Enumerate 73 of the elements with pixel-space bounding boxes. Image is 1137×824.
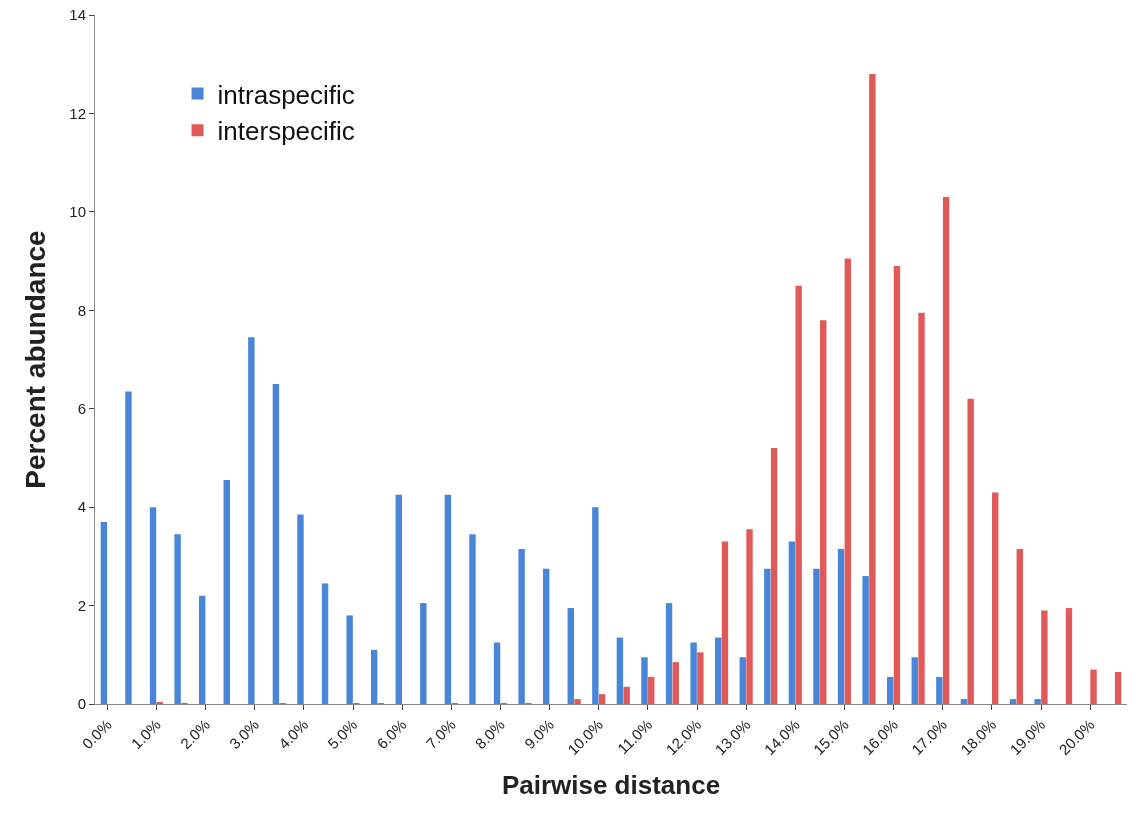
bar (100, 521, 108, 704)
bar (598, 694, 606, 704)
bar (223, 480, 230, 704)
bar (1034, 699, 1041, 704)
bar (992, 492, 999, 704)
bar (641, 657, 648, 704)
bar (1041, 610, 1048, 704)
bar (623, 686, 630, 704)
bar (1009, 699, 1017, 704)
y-tick-label: 6 (77, 399, 86, 417)
bar (248, 337, 255, 704)
bar (788, 541, 796, 704)
bar (844, 258, 852, 704)
bar (518, 548, 525, 704)
bar (420, 603, 427, 704)
bar (764, 568, 771, 704)
bar (493, 642, 501, 704)
bar (346, 615, 353, 704)
bar (149, 507, 157, 704)
y-tick-label: 2 (77, 596, 86, 614)
bar (665, 603, 673, 704)
bar (672, 662, 680, 704)
bar (592, 507, 599, 704)
bar (321, 583, 329, 704)
bar (574, 699, 581, 704)
bar (739, 657, 746, 704)
legend-label: interspecific (217, 116, 355, 147)
bar (1016, 548, 1024, 704)
bar (198, 595, 206, 704)
bar (837, 548, 845, 704)
bar (697, 652, 704, 704)
y-tick-label: 14 (69, 6, 86, 24)
bar (746, 529, 753, 704)
bar (272, 384, 280, 704)
x-axis-title: Pairwise distance (501, 769, 721, 800)
bar (297, 514, 304, 704)
bar (936, 676, 943, 704)
y-tick-label: 10 (69, 203, 86, 221)
bar (918, 312, 925, 704)
y-tick-label: 4 (77, 498, 86, 516)
bar (648, 676, 655, 704)
y-axis-title: Percent abundance (20, 230, 52, 489)
bar (820, 320, 827, 704)
bar (174, 534, 181, 704)
bar (886, 676, 894, 704)
bar (770, 448, 778, 704)
bar (567, 608, 574, 704)
bar (869, 74, 876, 704)
bar (893, 265, 901, 704)
bar (370, 649, 378, 704)
bar (1090, 669, 1097, 704)
bar (967, 398, 974, 704)
bar (795, 285, 802, 704)
bar (444, 494, 452, 704)
bar (469, 534, 476, 704)
bar (542, 568, 550, 704)
legend-label: intraspecific (217, 79, 355, 110)
bar (690, 642, 697, 704)
bar (721, 541, 729, 704)
bar (1114, 672, 1122, 704)
bar (942, 197, 950, 704)
bar (395, 494, 402, 704)
bar (125, 391, 132, 704)
bar (714, 637, 722, 704)
y-tick-label: 12 (69, 104, 86, 122)
y-tick-label: 8 (77, 301, 86, 319)
bar (616, 637, 624, 704)
y-tick-label: 0 (77, 695, 86, 713)
bar (960, 699, 968, 704)
bar (813, 568, 820, 704)
bar (862, 576, 869, 704)
bar (1065, 608, 1073, 704)
bar (911, 657, 918, 704)
